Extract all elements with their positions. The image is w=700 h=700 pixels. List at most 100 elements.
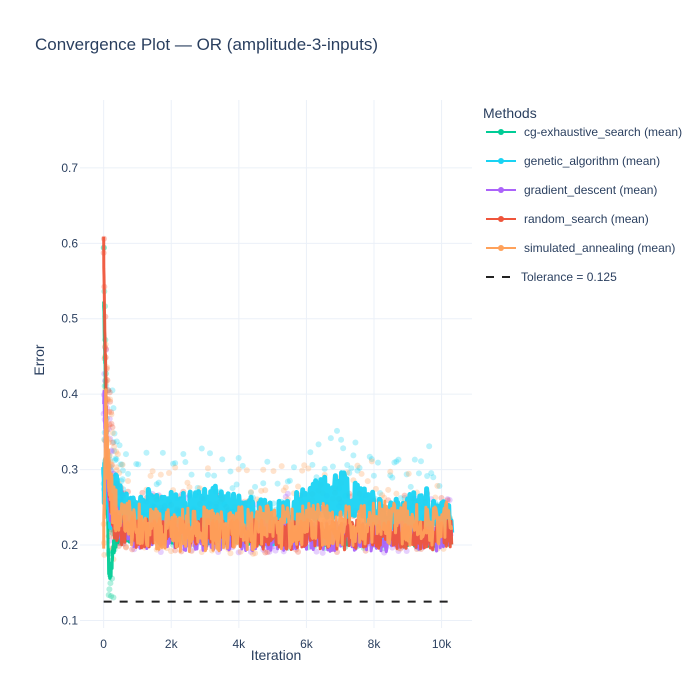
run-point	[393, 458, 400, 465]
legend-item[interactable]: genetic_algorithm (mean)	[486, 154, 660, 168]
run-point	[247, 488, 254, 495]
run-point	[116, 442, 123, 449]
legend-title: Methods	[483, 105, 537, 121]
run-point	[108, 409, 115, 416]
run-point	[385, 486, 392, 493]
run-point	[113, 467, 120, 474]
run-point	[358, 470, 365, 477]
run-point	[329, 463, 336, 470]
run-point	[111, 430, 118, 437]
run-point	[125, 477, 132, 484]
run-point	[107, 398, 114, 405]
run-point	[108, 420, 115, 427]
run-point	[118, 478, 125, 485]
run-point	[295, 548, 302, 555]
run-point	[417, 458, 424, 465]
run-point	[278, 463, 285, 470]
run-point	[247, 489, 254, 496]
x-tick-label: 10k	[432, 637, 452, 651]
x-axis-title: Iteration	[251, 647, 302, 663]
run-point	[172, 547, 179, 554]
run-point	[108, 448, 115, 455]
run-point	[366, 453, 373, 460]
run-point	[106, 586, 113, 593]
run-point	[133, 461, 140, 468]
run-point	[315, 441, 322, 448]
run-point	[113, 448, 120, 455]
run-point	[125, 470, 132, 477]
run-point	[139, 489, 146, 496]
run-point	[377, 490, 384, 497]
legend: Methods cg-exhaustive_search (mean) genet…	[483, 105, 682, 284]
run-point	[155, 479, 162, 486]
series-line-4	[102, 388, 454, 553]
run-point	[233, 481, 240, 488]
run-point	[119, 476, 126, 483]
run-point	[424, 473, 431, 480]
run-point	[403, 471, 410, 478]
run-point	[430, 474, 437, 481]
legend-label: genetic_algorithm (mean)	[524, 154, 660, 168]
run-point	[374, 459, 381, 466]
x-tick-label: 8k	[368, 637, 382, 651]
x-tick-label: 0	[100, 637, 107, 651]
legend-item[interactable]: random_search (mean)	[486, 212, 649, 226]
run-point	[109, 439, 116, 446]
run-point	[111, 443, 118, 450]
legend-marker	[498, 158, 504, 164]
run-point	[270, 468, 277, 475]
run-point	[299, 467, 306, 474]
legend-item[interactable]: Tolerance = 0.125	[486, 270, 617, 284]
run-point	[107, 580, 114, 587]
legend-item[interactable]: gradient_descent (mean)	[486, 183, 657, 197]
run-point	[172, 464, 179, 471]
run-point	[327, 435, 334, 442]
run-point	[111, 447, 118, 454]
run-point	[159, 449, 166, 456]
y-tick-label: 0.2	[61, 538, 78, 552]
x-tick-label: 4k	[232, 637, 246, 651]
run-point	[108, 593, 115, 600]
y-tick-label: 0.1	[61, 613, 78, 627]
axes: 0 2k 4k 6k 8k 10k 0.1 0.2 0.3 0.4 0.5 0.6 0.7	[61, 161, 452, 651]
run-point	[282, 493, 289, 500]
run-point	[338, 436, 345, 443]
run-point	[109, 387, 116, 394]
run-point	[290, 464, 297, 471]
y-tick-label: 0.3	[61, 463, 78, 477]
plot-area	[100, 235, 455, 603]
run-point	[415, 470, 422, 477]
run-point	[352, 439, 359, 446]
run-point	[122, 543, 129, 550]
legend-item[interactable]: simulated_annealing (mean)	[486, 241, 675, 255]
run-point	[264, 458, 271, 465]
run-point	[119, 461, 126, 468]
run-point	[284, 478, 291, 485]
run-point	[211, 472, 218, 479]
run-point	[229, 485, 236, 492]
run-point	[262, 487, 269, 494]
run-point	[110, 594, 117, 601]
run-point	[143, 449, 150, 456]
run-point	[436, 483, 443, 490]
run-point	[170, 460, 177, 467]
run-point	[153, 481, 160, 488]
run-point	[113, 464, 120, 471]
run-point	[333, 427, 340, 434]
run-point	[113, 438, 120, 445]
run-point	[110, 439, 117, 446]
legend-marker	[498, 187, 504, 193]
legend-item[interactable]: cg-exhaustive_search (mean)	[486, 125, 682, 139]
run-point	[122, 451, 129, 458]
run-point	[249, 550, 256, 557]
run-point	[204, 471, 211, 478]
y-tick-label: 0.4	[61, 387, 78, 401]
run-point	[227, 468, 234, 475]
run-point	[282, 484, 289, 491]
run-point	[356, 464, 363, 471]
run-point	[313, 548, 320, 555]
run-point	[219, 456, 226, 463]
run-point	[350, 452, 357, 459]
run-point	[397, 495, 404, 502]
run-point	[235, 466, 242, 473]
